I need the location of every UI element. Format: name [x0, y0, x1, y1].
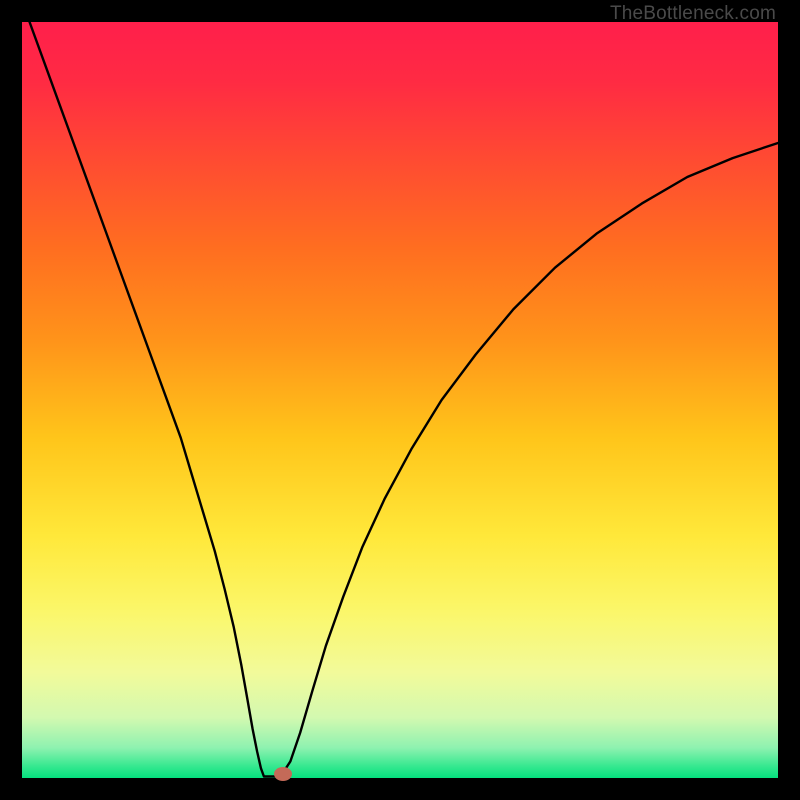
bottleneck-curve: [22, 22, 778, 778]
optimum-marker: [274, 767, 292, 781]
chart-frame: TheBottleneck.com: [0, 0, 800, 800]
plot-area: [22, 22, 778, 778]
watermark-text: TheBottleneck.com: [610, 3, 776, 25]
curve-path: [30, 22, 778, 776]
